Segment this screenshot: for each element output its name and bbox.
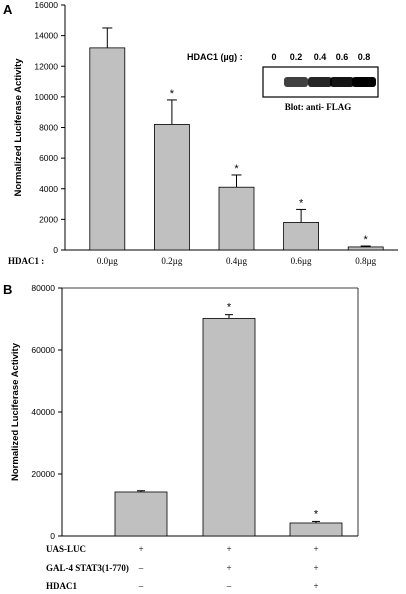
condition-mark: + xyxy=(138,544,143,554)
y-tick-label: 80000 xyxy=(31,283,55,293)
bar xyxy=(218,186,255,251)
bar xyxy=(202,317,256,537)
condition-mark: – xyxy=(138,581,144,591)
significance-marker: * xyxy=(314,508,319,520)
category-label: 0.6µg xyxy=(291,256,312,266)
panel-a-letter: A xyxy=(3,2,13,17)
significance-marker: * xyxy=(299,197,304,209)
significance-marker: * xyxy=(227,302,232,314)
condition-label: HDAC1 xyxy=(46,581,77,591)
category-label: 0.4µg xyxy=(226,256,247,266)
condition-label: UAS-LUC xyxy=(46,544,86,554)
bar xyxy=(153,124,190,251)
y-tick-label: 8000 xyxy=(39,123,58,133)
significance-marker: * xyxy=(234,163,239,175)
blot-band xyxy=(352,77,376,87)
condition-mark: + xyxy=(313,581,318,591)
y-tick-label: 20000 xyxy=(31,469,55,479)
y-tick-label: 6000 xyxy=(39,153,58,163)
y-axis-label: Normalized Luciferase Activity xyxy=(10,342,21,481)
blot-band xyxy=(330,77,354,87)
bar xyxy=(347,246,384,251)
condition-mark: – xyxy=(226,581,232,591)
y-axis-label: Normalized Luciferase Activity xyxy=(13,58,24,197)
y-tick-label: 0 xyxy=(53,245,58,255)
panel-b-letter: B xyxy=(3,282,12,297)
condition-label: GAL-4 STAT3(1-770) xyxy=(46,563,129,573)
y-tick-label: 40000 xyxy=(31,407,55,417)
y-tick-label: 2000 xyxy=(39,214,58,224)
inset-lane-label: 0.2 xyxy=(290,52,303,62)
condition-mark: + xyxy=(226,544,231,554)
bar xyxy=(114,491,168,537)
inset-caption: Blot: anti- FLAG xyxy=(285,102,352,112)
bar xyxy=(283,222,320,251)
row-label-hdac1: HDAC1 : xyxy=(8,256,44,266)
inset-lane-label: 0 xyxy=(271,52,276,62)
y-tick-label: 60000 xyxy=(31,345,55,355)
y-tick-label: 14000 xyxy=(34,31,58,41)
category-label: 0.2µg xyxy=(161,256,182,266)
panel-b-chart: 0 20000 40000 60000 80000 Normalized Lucifera… xyxy=(10,283,359,591)
blot-band xyxy=(284,77,308,87)
inset-header: HDAC1 (µg) : xyxy=(187,52,243,62)
inset-lane-label: 0.6 xyxy=(336,52,349,62)
panel-a-chart: 0 2000 4000 6000 8000 10000 12000 14000 16000 Nor… xyxy=(8,0,398,266)
y-tick-label: 12000 xyxy=(34,61,58,71)
inset-lane-label: 0.8 xyxy=(358,52,371,62)
y-tick-label: 0 xyxy=(50,531,55,541)
y-tick-label: 10000 xyxy=(34,92,58,102)
category-label: 0.8µg xyxy=(355,256,376,266)
blot-band xyxy=(308,77,332,87)
condition-mark: + xyxy=(313,563,318,573)
y-tick-label: 16000 xyxy=(34,0,58,10)
significance-marker: * xyxy=(364,234,369,246)
condition-mark: – xyxy=(138,563,144,573)
y-tick-label: 4000 xyxy=(39,184,58,194)
condition-mark: + xyxy=(226,563,231,573)
condition-mark: + xyxy=(313,544,318,554)
category-label: 0.0µg xyxy=(97,256,118,266)
bar xyxy=(289,522,343,537)
significance-marker: * xyxy=(170,88,175,100)
inset-lane-label: 0.4 xyxy=(314,52,327,62)
bar xyxy=(89,47,126,251)
